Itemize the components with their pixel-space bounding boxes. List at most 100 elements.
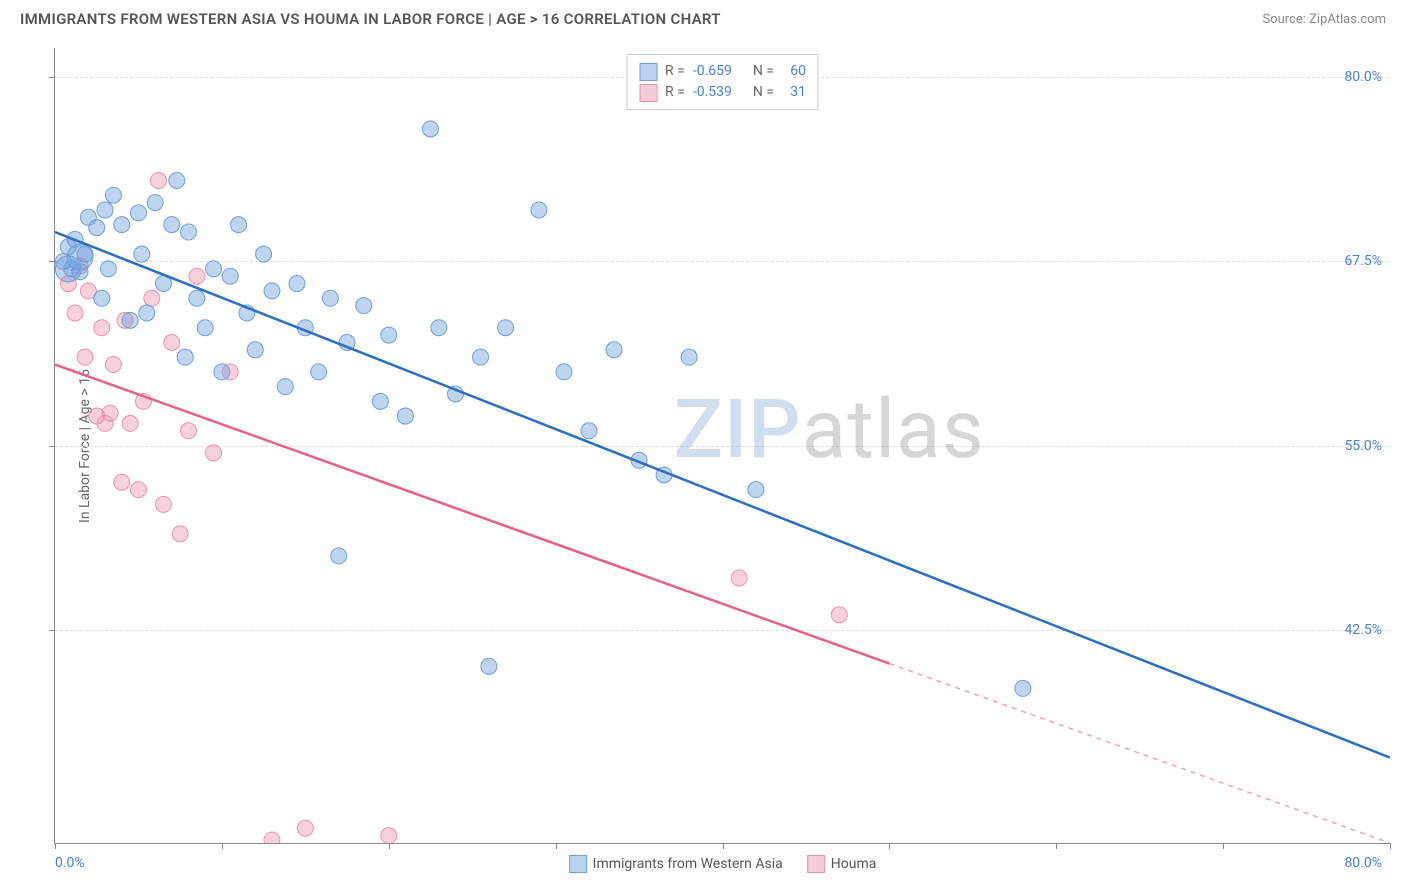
legend-row-series-2: R = -0.539 N = 31 xyxy=(639,82,806,103)
data-point xyxy=(381,828,397,843)
data-point xyxy=(297,820,313,836)
data-point xyxy=(681,349,697,365)
data-point xyxy=(473,349,489,365)
data-point xyxy=(177,349,193,365)
trend-line xyxy=(55,232,1390,758)
source-name: ZipAtlas.com xyxy=(1309,12,1386,27)
data-point xyxy=(231,217,247,233)
data-point xyxy=(206,261,222,277)
data-point xyxy=(189,290,205,306)
trend-line xyxy=(55,365,889,664)
data-point xyxy=(114,474,130,490)
legend-n-value-1: 60 xyxy=(782,61,806,82)
data-point xyxy=(247,342,263,358)
x-tick xyxy=(556,843,557,849)
legend-bottom-label-2: Houma xyxy=(831,856,877,872)
x-tick xyxy=(1056,843,1057,849)
data-point xyxy=(169,173,185,189)
legend-n-value-2: 31 xyxy=(782,82,806,103)
data-point-large xyxy=(67,244,93,270)
data-point xyxy=(256,246,272,262)
data-point xyxy=(130,482,146,498)
x-tick xyxy=(1390,843,1391,849)
data-point xyxy=(67,305,83,321)
x-tick xyxy=(723,843,724,849)
data-point xyxy=(164,217,180,233)
data-point xyxy=(147,195,163,211)
data-point xyxy=(122,415,138,431)
scatter-plot-svg xyxy=(55,48,1390,843)
data-point xyxy=(556,364,572,380)
data-point xyxy=(222,268,238,284)
data-point xyxy=(122,312,138,328)
legend-n-label: N = xyxy=(753,82,774,103)
data-point xyxy=(289,276,305,292)
data-point xyxy=(422,121,438,137)
legend-r-label: R = xyxy=(665,61,685,82)
legend-swatch-2 xyxy=(639,84,657,102)
data-point xyxy=(97,202,113,218)
data-point xyxy=(189,268,205,284)
legend-n-label: N = xyxy=(753,61,774,82)
data-point xyxy=(606,342,622,358)
data-point xyxy=(264,283,280,299)
data-point xyxy=(105,357,121,373)
data-point xyxy=(150,173,166,189)
data-point xyxy=(102,405,118,421)
data-point xyxy=(1015,680,1031,696)
series-legend: Immigrants from Western Asia Houma xyxy=(569,855,877,873)
data-point xyxy=(748,482,764,498)
data-point xyxy=(206,445,222,461)
data-point xyxy=(114,217,130,233)
legend-item-2: Houma xyxy=(807,855,877,873)
data-point xyxy=(77,349,93,365)
legend-r-label: R = xyxy=(665,82,685,103)
x-axis-max-label: 80.0% xyxy=(1344,855,1382,871)
data-point xyxy=(172,526,188,542)
data-point xyxy=(322,290,338,306)
source-attribution: Source: ZipAtlas.com xyxy=(1262,12,1386,27)
data-point xyxy=(94,320,110,336)
x-axis-min-label: 0.0% xyxy=(55,855,85,871)
legend-item-1: Immigrants from Western Asia xyxy=(569,855,783,873)
chart-plot-area: ZIPatlas R = -0.659 N = 60 R = -0.539 N … xyxy=(54,48,1390,844)
x-tick xyxy=(389,843,390,849)
data-point xyxy=(397,408,413,424)
data-point xyxy=(331,548,347,564)
data-point xyxy=(130,205,146,221)
data-point xyxy=(89,220,105,236)
source-label: Source: xyxy=(1262,12,1305,27)
data-point xyxy=(181,423,197,439)
data-point xyxy=(481,658,497,674)
data-point xyxy=(105,187,121,203)
legend-bottom-swatch-1 xyxy=(569,855,587,873)
data-point xyxy=(277,379,293,395)
data-point xyxy=(100,261,116,277)
correlation-legend: R = -0.659 N = 60 R = -0.539 N = 31 xyxy=(626,54,819,110)
x-tick xyxy=(222,843,223,849)
data-point xyxy=(155,496,171,512)
data-point xyxy=(94,290,110,306)
data-point xyxy=(381,327,397,343)
legend-row-series-1: R = -0.659 N = 60 xyxy=(639,61,806,82)
data-point xyxy=(164,334,180,350)
legend-bottom-label-1: Immigrants from Western Asia xyxy=(593,856,783,872)
data-point xyxy=(581,423,597,439)
data-point xyxy=(831,607,847,623)
data-point xyxy=(181,224,197,240)
data-point xyxy=(134,246,150,262)
data-point xyxy=(431,320,447,336)
data-point xyxy=(531,202,547,218)
x-tick xyxy=(1223,843,1224,849)
data-point xyxy=(197,320,213,336)
data-point xyxy=(144,290,160,306)
data-point xyxy=(372,393,388,409)
x-tick xyxy=(55,843,56,849)
legend-bottom-swatch-2 xyxy=(807,855,825,873)
data-point xyxy=(311,364,327,380)
data-point xyxy=(498,320,514,336)
trend-line-extrapolated xyxy=(889,664,1390,843)
legend-r-value-2: -0.539 xyxy=(693,82,745,103)
legend-r-value-1: -0.659 xyxy=(693,61,745,82)
x-tick xyxy=(889,843,890,849)
